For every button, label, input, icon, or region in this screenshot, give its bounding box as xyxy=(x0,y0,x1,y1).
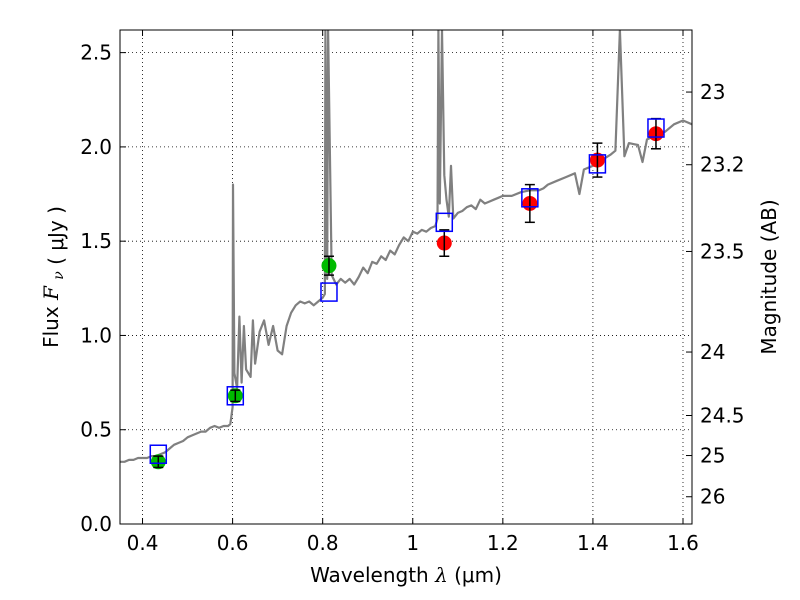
x-tick-label: 1.2 xyxy=(487,531,519,555)
x-tick-label: 1.4 xyxy=(577,531,609,555)
model-flux-square xyxy=(226,386,245,406)
y2-tick-label: 24.5 xyxy=(700,404,745,428)
model-flux-square xyxy=(149,444,168,464)
series-layer xyxy=(120,30,692,470)
model-flux-square xyxy=(521,188,539,208)
x-axis-title-text: Wavelength xyxy=(310,563,429,587)
x-axis-unit: (μm) xyxy=(454,563,502,587)
x-tick-label: 1 xyxy=(406,531,419,555)
grid xyxy=(120,30,692,525)
plot-frame xyxy=(119,29,693,525)
plot-area xyxy=(120,30,692,470)
model-flux-square xyxy=(588,154,607,174)
y-tick-label: 0.5 xyxy=(80,418,112,442)
y2-tick-label: 24 xyxy=(700,340,725,364)
model-flux-square xyxy=(647,118,665,138)
y2-tick-label: 23.5 xyxy=(700,239,745,263)
model-flux-square xyxy=(435,212,454,233)
x-tick-label: 1.6 xyxy=(667,531,699,555)
x-axis-symbol: λ xyxy=(434,563,448,587)
y2-axis-title: Magnitude (AB) xyxy=(757,199,781,354)
y-axis-subscript: ν xyxy=(51,271,67,280)
y2-tick-label: 23.2 xyxy=(700,153,745,177)
y-tick-label: 0.0 xyxy=(80,512,112,536)
y-tick-label: 2.5 xyxy=(80,41,112,65)
y-tick-label: 1.5 xyxy=(80,229,112,253)
x-tick-label: 0.8 xyxy=(307,531,339,555)
y-tick-label: 2.0 xyxy=(80,135,112,159)
y2-tick-label: 23 xyxy=(700,80,725,104)
y2-tick-label: 26 xyxy=(700,485,725,509)
x-axis-title: Wavelength λ (μm) xyxy=(310,563,502,587)
spectrum-line xyxy=(120,30,692,463)
y2-tick-label: 25 xyxy=(700,444,725,468)
model-flux-square xyxy=(320,282,338,302)
y-axis-symbol: F xyxy=(39,285,63,301)
axis-ticks: 0.4 0.6 0.8 1 1.2 1.4 1.6 0.0 0.5 1.0 1.5 2.0 2.5 23 2… xyxy=(80,30,745,555)
y-axis-unit: ( μJy ) xyxy=(44,206,68,265)
y-axis-title: Flux F ν ( μJy ) xyxy=(39,206,68,348)
y-tick-label: 1.0 xyxy=(80,323,112,347)
x-tick-label: 0.4 xyxy=(127,531,159,555)
y-axis-title-text: Flux xyxy=(39,306,63,348)
x-tick-label: 0.6 xyxy=(217,531,249,555)
